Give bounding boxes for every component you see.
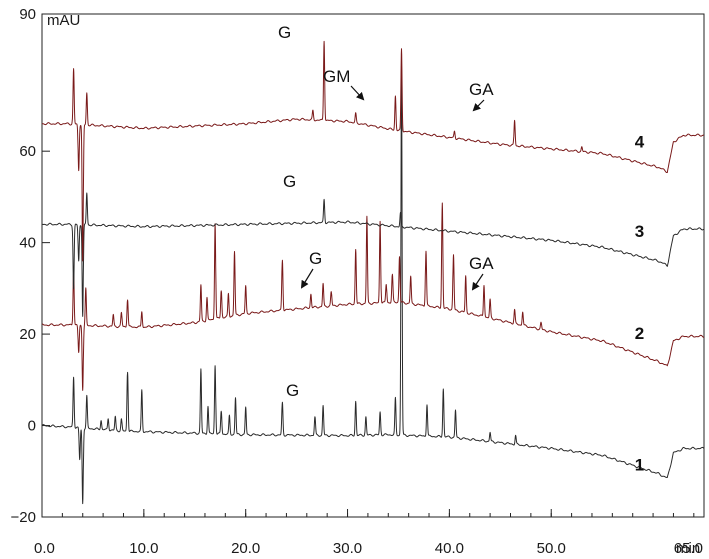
peak-annotation-g: G — [278, 23, 291, 42]
peak-annotation-ga: GA — [469, 80, 494, 99]
plot-area-frame — [41, 13, 705, 518]
peak-annotations: G GM GA G G GA G — [278, 23, 494, 400]
trace-4-line — [41, 40, 705, 262]
annotation-arrow — [350, 85, 365, 101]
x-tick-label: 0.0 — [34, 540, 55, 557]
y-axis-ticks: −20 0 20 40 60 90 — [11, 6, 50, 526]
y-axis-unit-label: mAU — [47, 12, 80, 29]
trace-3-label: 3 — [635, 222, 644, 241]
x-tick-label: 40.0 — [435, 540, 464, 557]
x-tick-label: 50.0 — [537, 540, 566, 557]
trace-4-label: 4 — [635, 133, 645, 152]
peak-annotation-g: G — [309, 249, 322, 268]
y-tick-label: 20 — [19, 326, 36, 343]
x-axis-ticks: 0.0 10.0 20.0 30.0 40.0 50.0 65.0 — [34, 509, 705, 557]
trace-number-labels: 1 2 3 4 — [635, 133, 645, 475]
x-tick-label: 10.0 — [129, 540, 158, 557]
annotation-arrow — [471, 273, 484, 291]
y-tick-label: 60 — [19, 143, 36, 160]
trace-3-line — [41, 192, 705, 317]
y-tick-label: 40 — [19, 235, 36, 252]
peak-annotation-ga: GA — [469, 254, 494, 273]
peak-annotation-g: G — [286, 381, 299, 400]
trace-1-label: 1 — [635, 455, 644, 474]
chromatogram-traces — [41, 40, 705, 505]
y-tick-label: −20 — [11, 509, 36, 526]
trace-2-label: 2 — [635, 324, 644, 343]
x-axis-unit-label: min — [676, 540, 700, 557]
peak-annotation-gm: GM — [323, 67, 350, 86]
annotation-arrow — [300, 268, 314, 289]
x-tick-label: 30.0 — [333, 540, 362, 557]
trace-2-line — [41, 202, 705, 391]
peak-annotation-g: G — [283, 172, 296, 191]
x-tick-label: 65.0 — [674, 540, 703, 557]
trace-1-line — [41, 64, 705, 505]
x-tick-label: 20.0 — [231, 540, 260, 557]
annotation-arrow — [472, 99, 485, 112]
y-tick-label: 0 — [28, 418, 36, 435]
y-tick-label: 90 — [19, 6, 36, 23]
